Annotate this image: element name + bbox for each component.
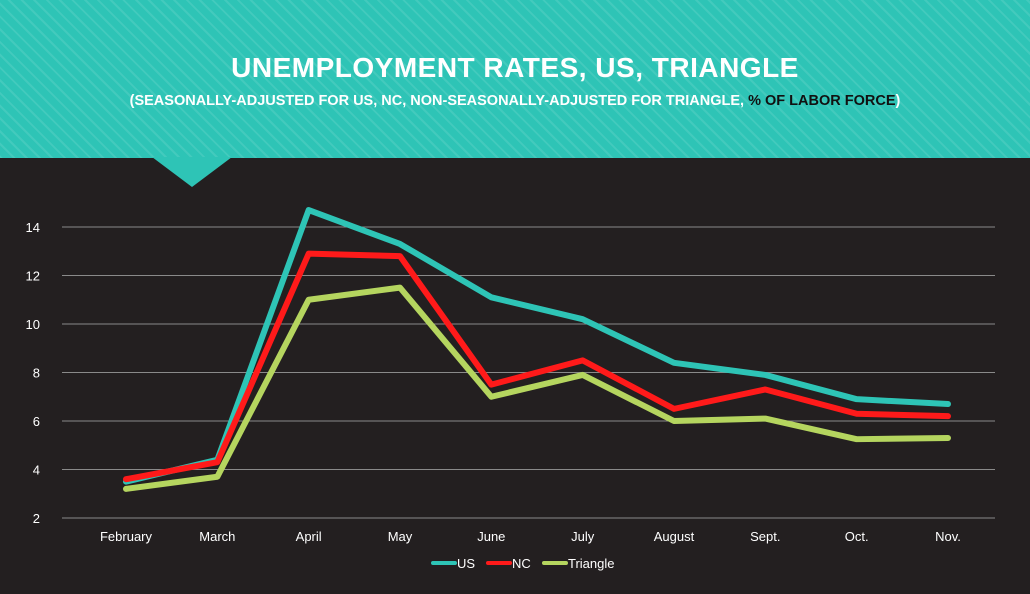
y-tick-label: 6 — [33, 414, 40, 429]
y-tick-label: 14 — [26, 220, 40, 235]
y-tick-label: 8 — [33, 366, 40, 381]
x-tick-label: June — [477, 529, 505, 544]
legend-label: US — [457, 556, 475, 571]
chart-subtitle: (SEASONALLY-ADJUSTED FOR US, NC, NON-SEA… — [0, 93, 1030, 109]
subtitle-unit: % OF LABOR FORCE — [748, 93, 896, 109]
chart-title: UNEMPLOYMENT RATES, US, TRIANGLE — [231, 52, 799, 83]
x-tick-label: Nov. — [935, 529, 961, 544]
y-tick-label: 2 — [33, 511, 40, 526]
x-tick-label: July — [571, 529, 595, 544]
y-tick-label: 10 — [26, 317, 40, 332]
y-tick-label: 12 — [26, 269, 40, 284]
banner-notch — [152, 157, 232, 187]
y-axis: 2 4 6 8 10 12 14 — [26, 220, 40, 526]
subtitle-text: (SEASONALLY-ADJUSTED FOR US, NC, NON-SEA… — [129, 93, 749, 109]
y-tick-label: 4 — [33, 463, 40, 478]
legend-label: Triangle — [568, 556, 614, 571]
x-axis: February March April May June July August Sept.… — [100, 529, 961, 544]
series-line-triangle — [123, 284, 951, 492]
legend: US NC Triangle — [431, 556, 614, 571]
subtitle-close: ) — [895, 93, 901, 109]
legend-label: NC — [512, 556, 531, 571]
x-tick-label: August — [654, 529, 695, 544]
series-line-nc — [123, 250, 951, 483]
header-banner — [0, 0, 1030, 158]
x-tick-label: May — [388, 529, 413, 544]
x-tick-label: Sept. — [750, 529, 780, 544]
x-tick-label: April — [296, 529, 322, 544]
series-line-us — [123, 207, 951, 485]
x-tick-label: February — [100, 529, 153, 544]
x-tick-label: March — [199, 529, 235, 544]
series-lines — [123, 207, 951, 492]
x-tick-label: Oct. — [845, 529, 869, 544]
grid-lines — [62, 226, 995, 519]
